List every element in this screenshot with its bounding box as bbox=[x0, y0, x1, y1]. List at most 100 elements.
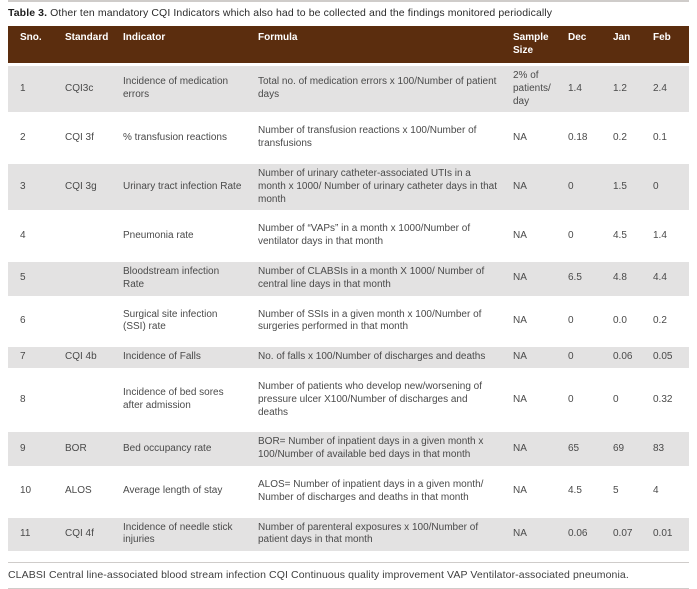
cell-indicator: Urinary tract infection Rate bbox=[115, 160, 250, 214]
cell-sample: NA bbox=[505, 160, 560, 214]
cell-dec: 0.18 bbox=[560, 115, 605, 161]
cell-feb: 0.05 bbox=[645, 344, 689, 371]
column-header-feb: Feb bbox=[645, 26, 689, 63]
cell-dec: 6.5 bbox=[560, 258, 605, 299]
cell-sno: 10 bbox=[8, 468, 57, 515]
cell-formula: Number of transfusion reactions x 100/Nu… bbox=[250, 115, 505, 161]
table-caption-text: Other ten mandatory CQI Indicators which… bbox=[50, 7, 553, 19]
cell-indicator: Incidence of needle stick injuries bbox=[115, 514, 250, 555]
cell-jan: 1.5 bbox=[605, 160, 645, 214]
cell-indicator: Incidence of Falls bbox=[115, 344, 250, 371]
cell-sample: NA bbox=[505, 258, 560, 299]
cell-sample: NA bbox=[505, 213, 560, 259]
cell-sno: 2 bbox=[8, 115, 57, 161]
cell-feb: 1.4 bbox=[645, 213, 689, 259]
table-body: 1 CQI3c Incidence of medication errors Tota… bbox=[8, 63, 689, 555]
table-row: 11 CQI 4f Incidence of needle stick injuri… bbox=[8, 514, 689, 555]
cell-jan: 4.8 bbox=[605, 258, 645, 299]
cell-sno: 5 bbox=[8, 258, 57, 299]
cqi-indicators-table: Sno. Standard Indicator Formula Sample S… bbox=[8, 26, 689, 555]
cell-jan: 0.07 bbox=[605, 514, 645, 555]
cell-sample: NA bbox=[505, 429, 560, 469]
cell-indicator: Bed occupancy rate bbox=[115, 429, 250, 469]
cell-formula: Number of “VAPs” in a month x 1000/Numbe… bbox=[250, 213, 505, 259]
cell-dec: 0 bbox=[560, 213, 605, 259]
cell-standard: BOR bbox=[57, 429, 115, 469]
cell-standard bbox=[57, 213, 115, 259]
table-row: 8 Incidence of bed sores after admission N… bbox=[8, 370, 689, 430]
cell-sample: 2% of patients/ day bbox=[505, 63, 560, 116]
cell-sno: 4 bbox=[8, 213, 57, 259]
column-header-sample-size: Sample Size bbox=[505, 26, 560, 63]
cell-jan: 1.2 bbox=[605, 63, 645, 116]
table-row: 5 Bloodstream infection Rate Number of CLA… bbox=[8, 258, 689, 299]
cell-feb: 4.4 bbox=[645, 258, 689, 299]
cell-sno: 7 bbox=[8, 344, 57, 371]
table-row: 10 ALOS Average length of stay ALOS= Number… bbox=[8, 468, 689, 515]
top-divider bbox=[8, 0, 689, 2]
cell-feb: 0.01 bbox=[645, 514, 689, 555]
cell-indicator: Incidence of bed sores after admission bbox=[115, 370, 250, 430]
column-header-sno: Sno. bbox=[8, 26, 57, 63]
cell-formula: Number of SSIs in a given month x 100/Nu… bbox=[250, 298, 505, 345]
cell-standard: CQI 4f bbox=[57, 514, 115, 555]
cell-feb: 0.1 bbox=[645, 115, 689, 161]
cell-jan: 5 bbox=[605, 468, 645, 515]
cell-feb: 0.32 bbox=[645, 370, 689, 430]
cell-dec: 65 bbox=[560, 429, 605, 469]
cell-sno: 9 bbox=[8, 429, 57, 469]
cell-dec: 0 bbox=[560, 298, 605, 345]
cell-standard: ALOS bbox=[57, 468, 115, 515]
cell-formula: Number of parenteral exposures x 100/Num… bbox=[250, 514, 505, 555]
cell-standard bbox=[57, 258, 115, 299]
cell-sno: 8 bbox=[8, 370, 57, 430]
cell-jan: 4.5 bbox=[605, 213, 645, 259]
cell-sno: 6 bbox=[8, 298, 57, 345]
cell-formula: BOR= Number of inpatient days in a given… bbox=[250, 429, 505, 469]
table-header-row: Sno. Standard Indicator Formula Sample S… bbox=[8, 26, 689, 63]
cell-dec: 0.06 bbox=[560, 514, 605, 555]
column-header-jan: Jan bbox=[605, 26, 645, 63]
cell-feb: 2.4 bbox=[645, 63, 689, 116]
cell-sno: 11 bbox=[8, 514, 57, 555]
cell-feb: 0 bbox=[645, 160, 689, 214]
cell-sno: 3 bbox=[8, 160, 57, 214]
column-header-formula: Formula bbox=[250, 26, 505, 63]
cell-formula: Number of patients who develop new/worse… bbox=[250, 370, 505, 430]
table-header: Sno. Standard Indicator Formula Sample S… bbox=[8, 26, 689, 63]
cell-jan: 69 bbox=[605, 429, 645, 469]
cell-formula: Total no. of medication errors x 100/Num… bbox=[250, 63, 505, 116]
cell-standard bbox=[57, 298, 115, 345]
table-caption-label: Table 3. bbox=[8, 7, 48, 19]
column-header-dec: Dec bbox=[560, 26, 605, 63]
cell-formula: No. of falls x 100/Number of discharges … bbox=[250, 344, 505, 371]
cell-feb: 0.2 bbox=[645, 298, 689, 345]
cell-formula: ALOS= Number of inpatient days in a give… bbox=[250, 468, 505, 515]
cell-formula: Number of CLABSIs in a month X 1000/ Num… bbox=[250, 258, 505, 299]
column-header-standard: Standard bbox=[57, 26, 115, 63]
table-row: 3 CQI 3g Urinary tract infection Rate Numbe… bbox=[8, 160, 689, 214]
cell-sample: NA bbox=[505, 115, 560, 161]
cell-jan: 0.2 bbox=[605, 115, 645, 161]
cell-sample: NA bbox=[505, 370, 560, 430]
table-row: 7 CQI 4b Incidence of Falls No. of falls x … bbox=[8, 344, 689, 371]
cell-indicator: Average length of stay bbox=[115, 468, 250, 515]
cell-dec: 0 bbox=[560, 370, 605, 430]
cell-jan: 0.06 bbox=[605, 344, 645, 371]
cell-indicator: % transfusion reactions bbox=[115, 115, 250, 161]
cell-sample: NA bbox=[505, 298, 560, 345]
table-row: 4 Pneumonia rate Number of “VAPs” in a mon… bbox=[8, 213, 689, 259]
cell-indicator: Bloodstream infection Rate bbox=[115, 258, 250, 299]
cell-dec: 4.5 bbox=[560, 468, 605, 515]
cell-sno: 1 bbox=[8, 63, 57, 116]
table-row: 1 CQI3c Incidence of medication errors Tota… bbox=[8, 63, 689, 116]
cell-dec: 0 bbox=[560, 160, 605, 214]
cell-indicator: Pneumonia rate bbox=[115, 213, 250, 259]
cell-jan: 0 bbox=[605, 370, 645, 430]
table-row: 9 BOR Bed occupancy rate BOR= Number of inp… bbox=[8, 429, 689, 469]
column-header-indicator: Indicator bbox=[115, 26, 250, 63]
cell-standard: CQI 3g bbox=[57, 160, 115, 214]
cell-indicator: Surgical site infection (SSI) rate bbox=[115, 298, 250, 345]
cell-standard bbox=[57, 370, 115, 430]
